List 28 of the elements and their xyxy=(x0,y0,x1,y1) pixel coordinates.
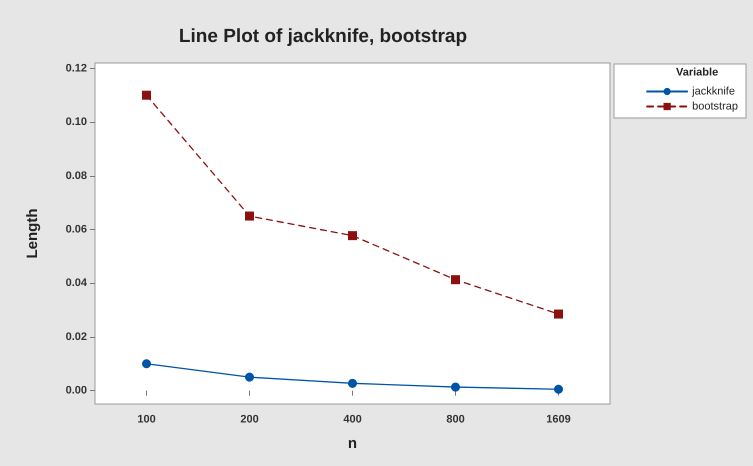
legend-title: Variable xyxy=(676,66,718,78)
x-tick-label: 100 xyxy=(137,414,156,426)
x-tick-label: 200 xyxy=(240,414,259,426)
point xyxy=(142,359,151,368)
y-tick-label: 0.04 xyxy=(66,277,88,290)
y-tick-label: 0.08 xyxy=(66,170,87,182)
x-tick-label: 400 xyxy=(343,414,362,426)
point xyxy=(451,275,460,284)
point xyxy=(245,212,254,221)
y-tick-label: 0.06 xyxy=(66,223,87,236)
x-axis-title: n xyxy=(348,435,358,452)
y-tick-label: 0.00 xyxy=(66,384,87,397)
y-tick-label: 0.12 xyxy=(66,62,87,74)
point xyxy=(348,378,357,388)
point xyxy=(348,231,357,240)
point xyxy=(554,310,563,319)
chart-title: Line Plot of jackknife, bootstrap xyxy=(178,26,468,47)
legend-label: jackknife xyxy=(691,86,735,98)
point xyxy=(554,384,563,394)
point xyxy=(451,382,460,392)
x-tick-label: 1609 xyxy=(546,414,571,426)
point xyxy=(245,372,254,382)
y-tick-label: 0.10 xyxy=(66,116,87,128)
point xyxy=(142,90,151,100)
y-axis-title: Length xyxy=(24,208,41,258)
x-tick-label: 800 xyxy=(446,414,465,426)
y-tick-label: 0.02 xyxy=(66,330,87,343)
legend-label: bootstrap xyxy=(692,100,738,112)
